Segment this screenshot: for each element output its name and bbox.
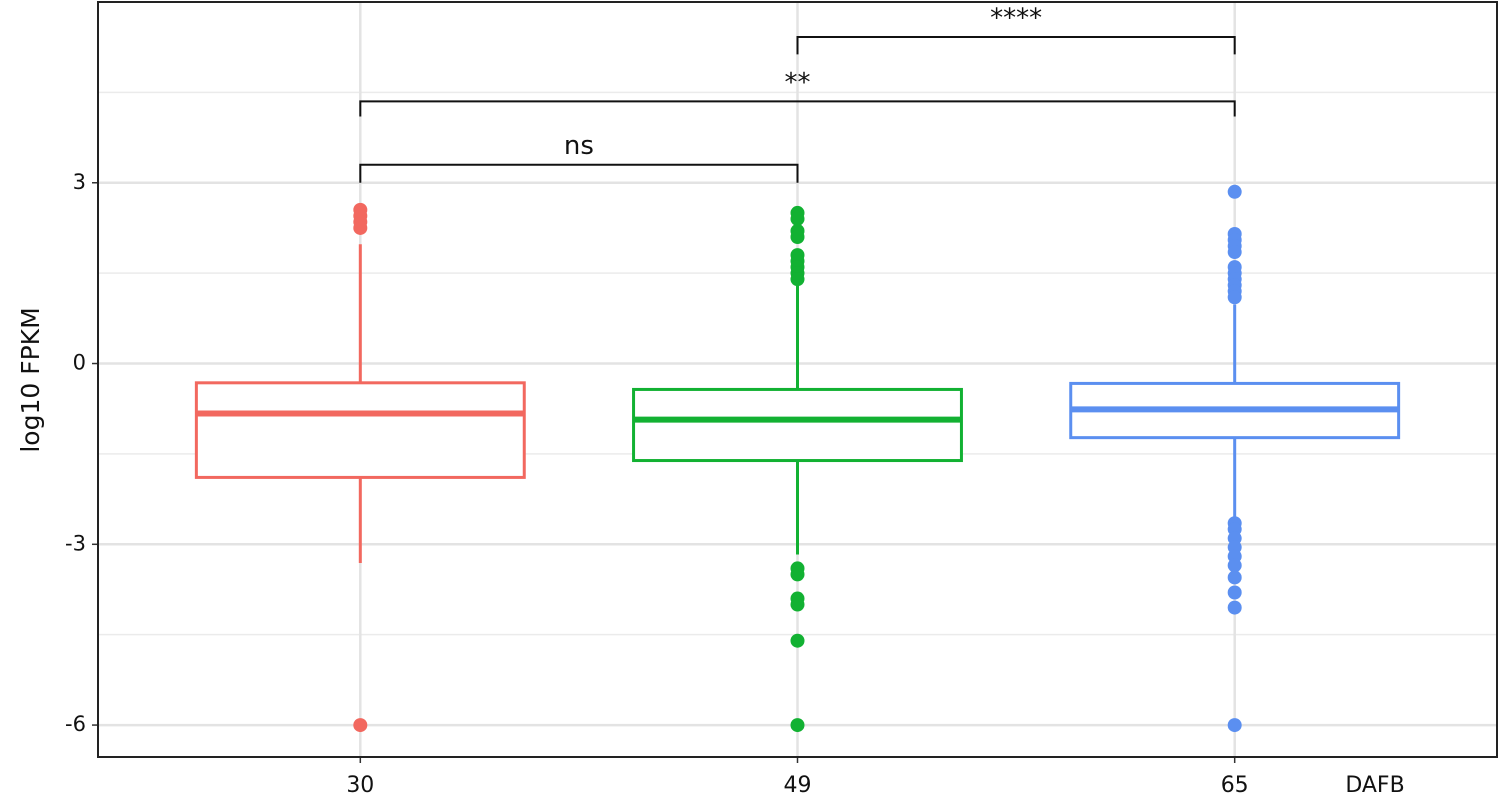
outlier [1227, 290, 1242, 305]
outlier [790, 718, 805, 733]
y-tick-label: 0 [73, 351, 86, 375]
outlier [1227, 570, 1242, 585]
y-tick-label: -6 [65, 712, 86, 736]
significance-label: ** [785, 68, 811, 98]
outlier [1227, 600, 1242, 615]
significance-label: ns [564, 131, 594, 161]
outlier [1227, 558, 1242, 573]
outlier [790, 211, 805, 226]
outlier [1227, 184, 1242, 199]
outlier [1227, 245, 1242, 260]
outlier [790, 229, 805, 244]
y-tick-label: 3 [73, 170, 86, 194]
significance-bracket [359, 163, 799, 183]
box [632, 387, 963, 463]
outlier [790, 597, 805, 612]
outlier [1227, 585, 1242, 600]
y-tick-label: -3 [65, 531, 86, 555]
x-tick-label: 49 [784, 773, 812, 798]
box [194, 381, 526, 479]
x-tick-label: 65 [1221, 773, 1249, 798]
significance-label: **** [990, 3, 1042, 33]
y-axis-label: log10 FPKM [16, 307, 45, 452]
x-tick-label: 30 [346, 773, 374, 798]
outlier [790, 633, 805, 648]
outlier [1227, 718, 1242, 733]
x-axis-label: DAFB [1345, 773, 1404, 798]
outlier [790, 272, 805, 287]
significance-bracket [796, 35, 1236, 55]
outlier [353, 220, 368, 235]
plot-border [97, 1, 1498, 758]
outlier [790, 567, 805, 582]
significance-bracket [359, 100, 1236, 117]
outlier [353, 718, 368, 733]
